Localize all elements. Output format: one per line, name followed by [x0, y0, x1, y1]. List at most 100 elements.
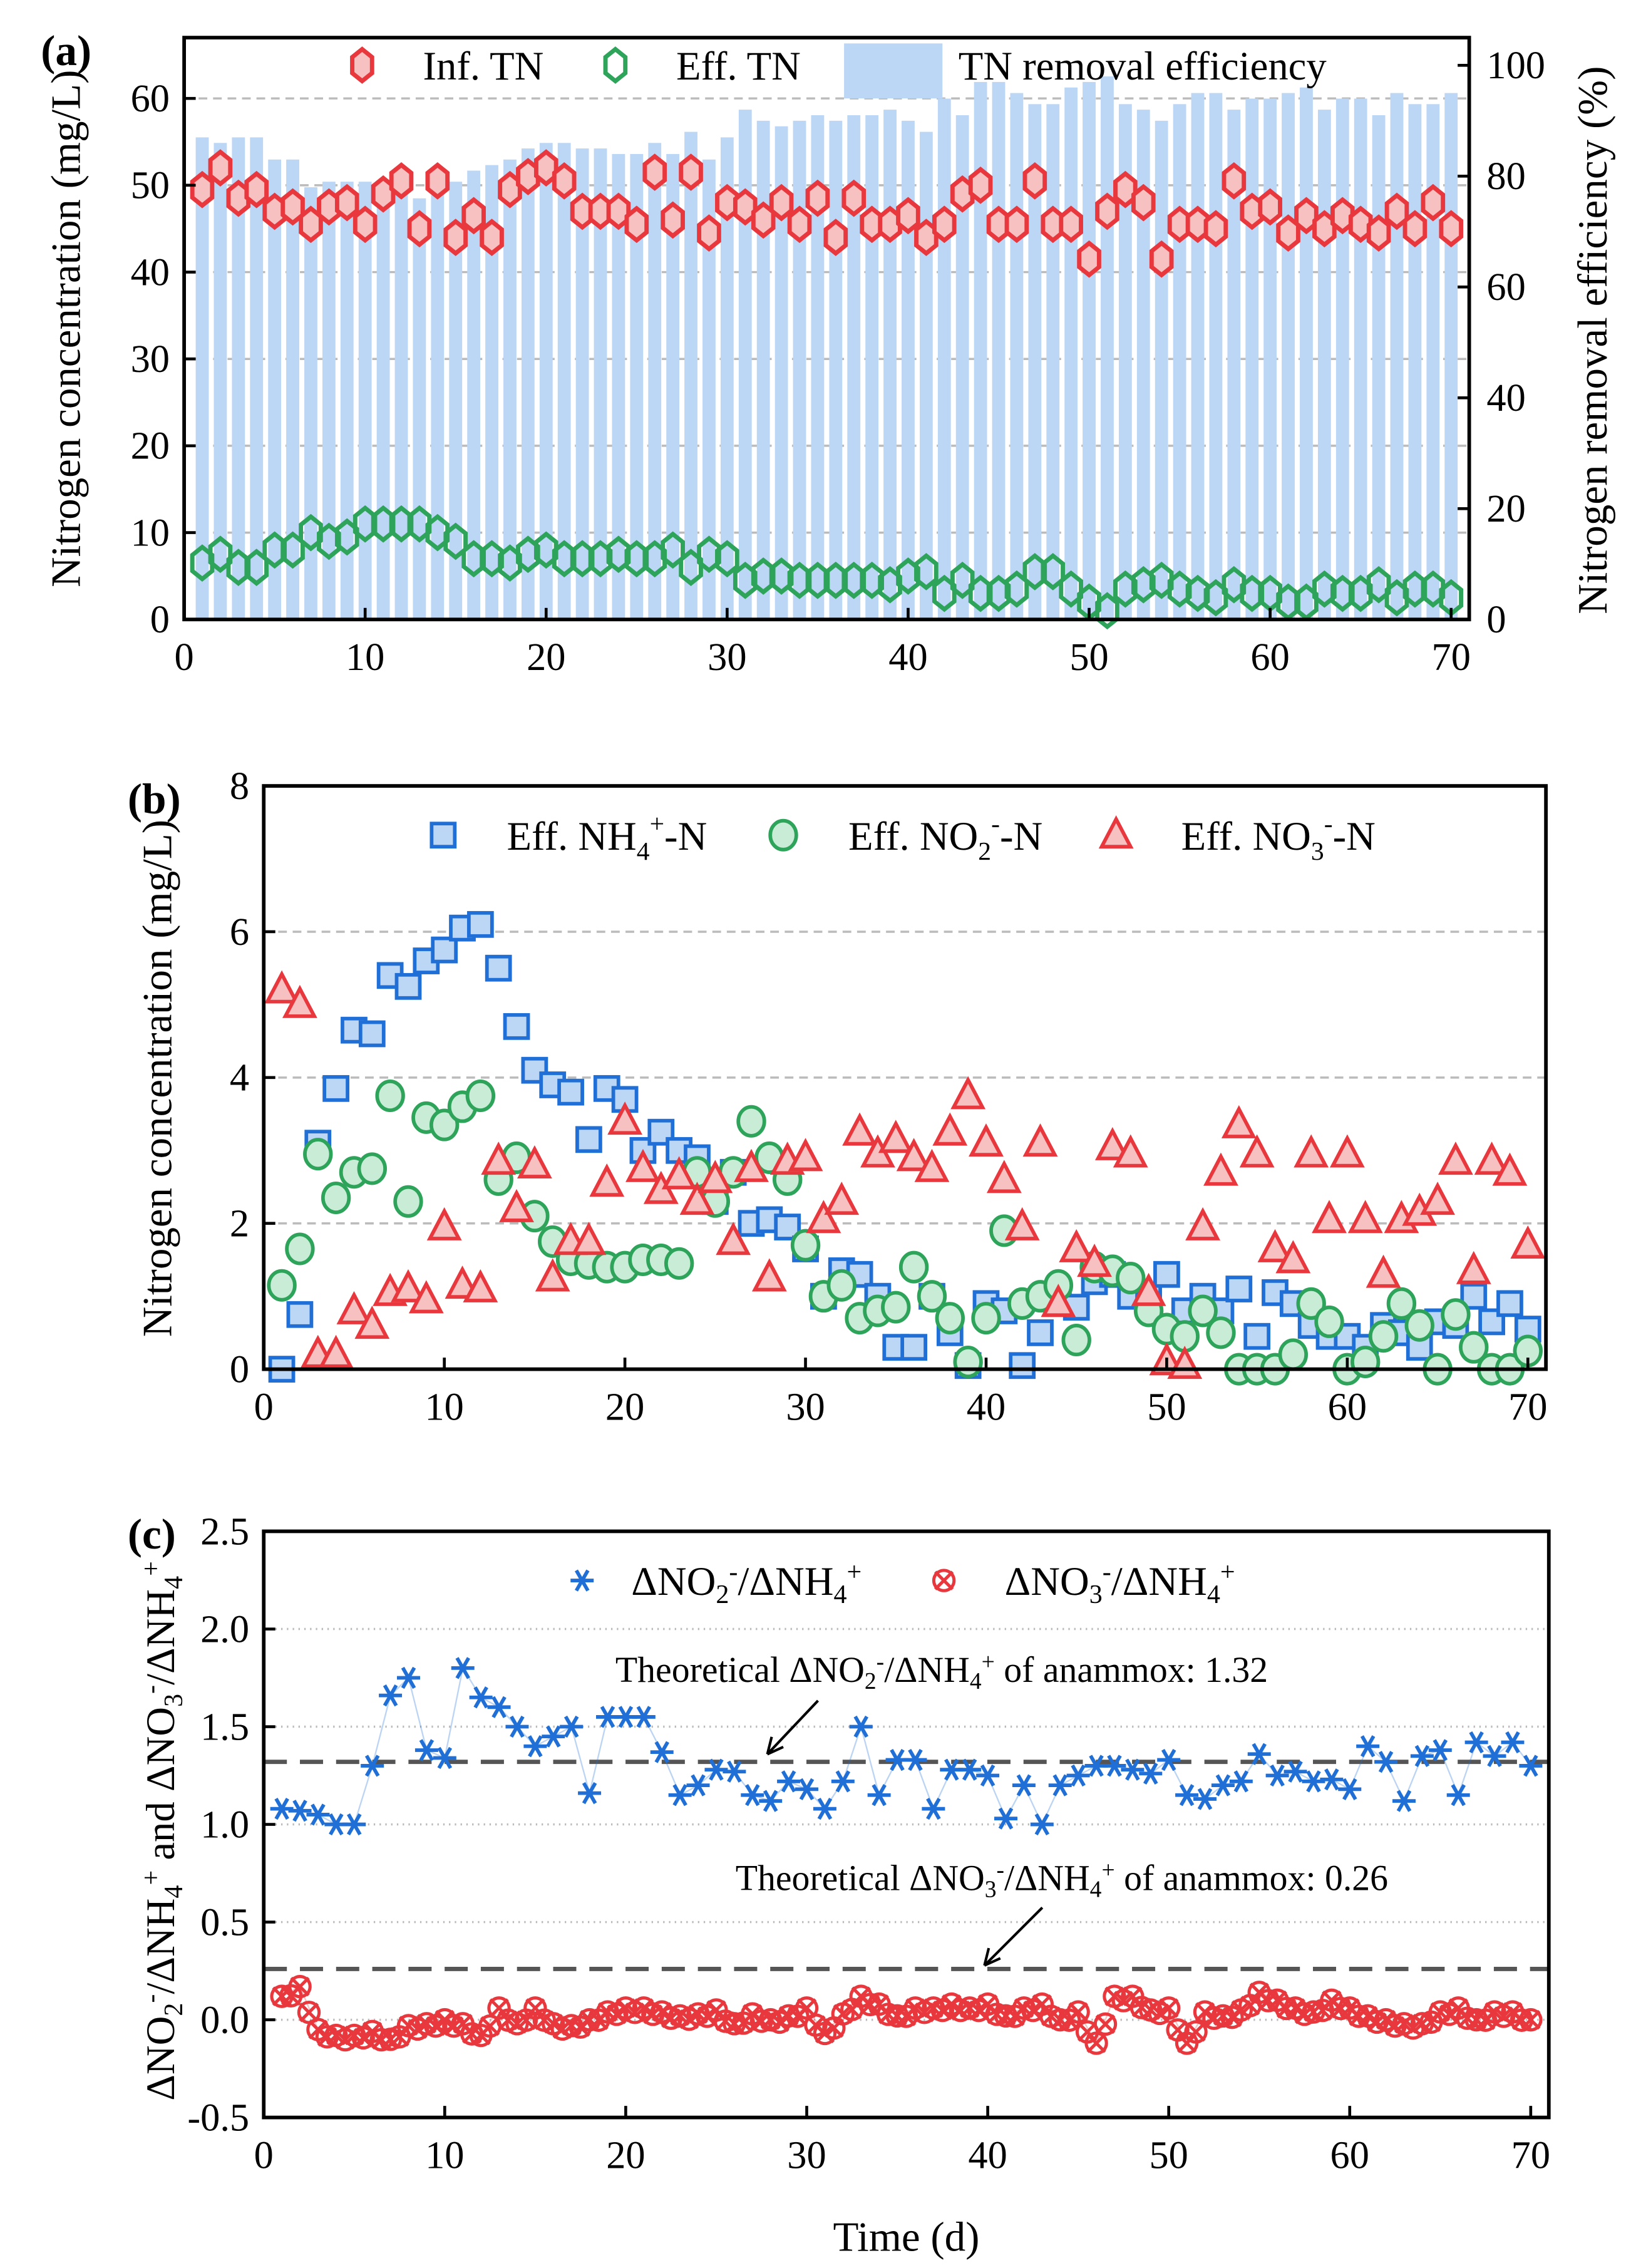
data-point	[723, 1760, 746, 1783]
data-point	[994, 1807, 1017, 1830]
data-point	[358, 1020, 386, 1048]
data-point	[480, 219, 504, 256]
data-point	[299, 513, 323, 552]
y-tick-label: -0.5	[187, 2096, 249, 2139]
label-part: -	[137, 1994, 166, 2003]
data-point	[1095, 192, 1119, 230]
data-point	[876, 2003, 900, 2026]
data-point	[1153, 1260, 1180, 1288]
data-point	[575, 1126, 602, 1153]
label-part: /ΔNH	[738, 1559, 833, 1604]
y-tick-label: 0.5	[200, 1900, 249, 1944]
label-part: 3	[1311, 837, 1324, 865]
data-point	[623, 2001, 647, 2024]
data-point	[391, 1269, 426, 1302]
data-point	[279, 1984, 303, 2008]
data-point	[896, 1138, 932, 1172]
data-point	[361, 1755, 384, 1777]
data-point	[1338, 1778, 1362, 1800]
data-point	[297, 2001, 321, 2024]
label-part: of anammox: 0.26	[1115, 1859, 1388, 1899]
data-point	[431, 936, 458, 964]
data-point	[1410, 1745, 1434, 1767]
x-tick-label: 20	[606, 2134, 645, 2177]
label-part: /ΔNH	[138, 1899, 183, 1994]
data-point	[777, 1770, 801, 1793]
data-point	[1077, 1244, 1112, 1277]
data-point	[1057, 2008, 1081, 2032]
data-point	[1030, 1813, 1054, 1836]
data-point	[903, 1748, 927, 1771]
data-point	[523, 1735, 547, 1758]
label-part: ΔNO	[138, 2016, 183, 2101]
data-point	[1474, 1142, 1510, 1175]
bar	[1227, 110, 1241, 620]
data-point	[930, 1998, 955, 2023]
plot-frame	[182, 36, 1471, 622]
x-tick-label: 0	[254, 2134, 274, 2177]
data-point	[426, 1207, 462, 1240]
bar	[1209, 93, 1223, 620]
data-point	[369, 2028, 393, 2052]
data-point	[463, 1269, 498, 1302]
data-point	[1185, 205, 1210, 244]
data-point	[1265, 1764, 1289, 1787]
y-tick-label: 30	[131, 338, 170, 381]
data-point	[896, 197, 920, 235]
data-point	[858, 1992, 882, 2017]
label-part: 4	[160, 1576, 188, 1589]
x-tick-label: 40	[888, 636, 927, 679]
data-point	[414, 1739, 438, 1761]
data-point	[788, 1138, 823, 1172]
data-point	[932, 1569, 956, 1592]
label-part: +	[847, 1558, 862, 1587]
data-point	[624, 205, 649, 244]
data-point	[1278, 1338, 1309, 1371]
data-point	[935, 1302, 965, 1335]
data-point	[826, 1269, 857, 1302]
legend-label: TN removal efficiency	[959, 43, 1327, 88]
x-axis-label: Time (d)	[833, 2214, 980, 2260]
data-point	[1093, 2012, 1118, 2036]
bar	[1444, 93, 1458, 620]
data-point	[1404, 1309, 1434, 1342]
data-point	[661, 1156, 697, 1190]
data-point	[535, 1258, 570, 1292]
data-point	[1022, 1123, 1058, 1157]
data-point	[1519, 1755, 1543, 1777]
data-point	[288, 1800, 312, 1822]
bar	[919, 131, 933, 620]
bar	[883, 110, 897, 620]
data-point	[1329, 1134, 1365, 1168]
data-point	[352, 205, 378, 244]
data-point	[1483, 1745, 1506, 1767]
label-part: -	[997, 1857, 1005, 1883]
bar	[720, 137, 734, 620]
data-point	[1320, 1768, 1344, 1791]
bar	[340, 182, 354, 620]
x-tick-label: 0	[174, 636, 193, 679]
data-point	[578, 1782, 602, 1805]
data-point	[831, 1770, 855, 1793]
bar	[503, 159, 517, 620]
data-point	[661, 531, 685, 569]
data-point	[552, 162, 577, 200]
label-part: Theoretical ΔNO	[736, 1859, 985, 1899]
label-part: ΔNO	[631, 1559, 716, 1604]
data-point	[950, 1076, 986, 1110]
data-point	[968, 166, 993, 204]
bar	[1136, 110, 1150, 620]
bar	[539, 143, 553, 620]
x-tick-label: 30	[707, 636, 746, 679]
data-point	[1492, 1152, 1528, 1186]
y2-tick-label: 60	[1486, 265, 1525, 309]
data-point	[1294, 197, 1319, 235]
bar	[286, 159, 299, 620]
data-point	[822, 2016, 846, 2040]
label-part: of anammox: 1.32	[995, 1651, 1268, 1690]
y-tick-label: 60	[131, 77, 170, 120]
data-point	[878, 1120, 913, 1153]
data-point	[1455, 2006, 1479, 2030]
label-part: +	[982, 1649, 995, 1674]
x-tick-label: 70	[1511, 2134, 1550, 2177]
